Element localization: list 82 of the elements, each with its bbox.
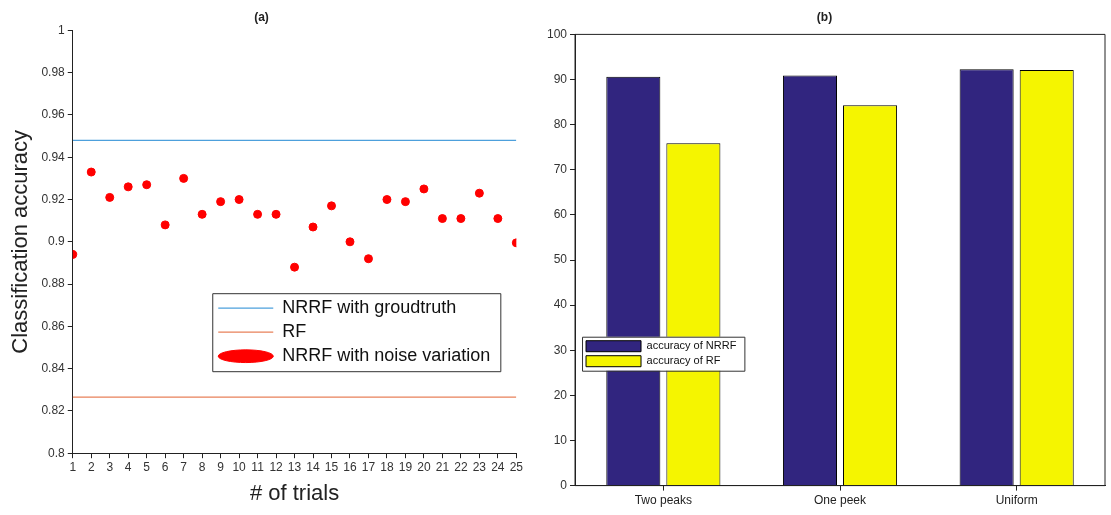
y-tick-label: 1 (58, 22, 66, 37)
x-tick-label: 11 (251, 459, 265, 474)
x-tick-label: 3 (106, 459, 114, 474)
x-tick-label: 25 (509, 459, 524, 474)
point (86, 167, 96, 177)
x-tick-label: 23 (472, 459, 487, 474)
x-tick-label: 10 (232, 459, 247, 474)
x-tick-label: 21 (435, 459, 450, 474)
x-tick-label: 2 (87, 459, 95, 474)
x-tick-label: One peek (813, 493, 868, 508)
point (456, 214, 466, 224)
x-tick-label: 13 (287, 459, 302, 474)
point (234, 195, 244, 205)
y-tick-label: 30 (553, 342, 568, 357)
x-axis-title: # of trials (249, 479, 340, 505)
point (290, 262, 300, 272)
legend-label: RF (282, 321, 307, 342)
x-tick-label: 1 (69, 459, 77, 474)
point (123, 182, 133, 192)
point (437, 214, 447, 224)
x-tick-label: 5 (143, 459, 151, 474)
x-tick-label: 18 (380, 459, 394, 474)
point (308, 222, 318, 232)
x-tick-label: 8 (198, 459, 206, 474)
y-tick-label: 0.98 (41, 64, 66, 79)
y-tick-label: 90 (553, 71, 568, 86)
point (271, 209, 281, 219)
y-tick-label: 40 (553, 297, 568, 312)
x-tick-label: 24 (491, 459, 505, 474)
x-tick-label: 4 (124, 459, 132, 474)
legend-label: accuracy of RF (646, 354, 721, 367)
y-tick-label: 0.82 (41, 403, 66, 418)
y-axis-title: Classification accuracy (7, 129, 33, 354)
point (345, 237, 355, 247)
y-tick-label: 0.9 (48, 234, 66, 249)
y-tick-label: 0.8 (48, 445, 66, 460)
x-tick-label: 12 (269, 459, 284, 474)
point (382, 195, 392, 205)
y-tick-label: 0 (560, 477, 568, 492)
x-tick-label: 22 (454, 459, 468, 474)
x-tick-label: 20 (417, 459, 431, 474)
y-tick-label: 50 (553, 252, 568, 267)
y-tick-label: 0.96 (41, 107, 66, 122)
chart-title: (a) (254, 9, 269, 24)
y-tick-label: 0.84 (41, 360, 66, 375)
legend-label: NRRF with groudtruth (282, 297, 457, 318)
point (253, 209, 263, 219)
point (197, 209, 207, 219)
chart-title: (b) (816, 9, 833, 24)
y-tick-label: 20 (553, 387, 568, 402)
y-tick-label: 0.88 (41, 276, 66, 291)
point (419, 184, 429, 194)
x-tick-label: Two peaks (634, 493, 693, 508)
y-tick-label: 0.94 (41, 149, 66, 164)
point (105, 192, 115, 202)
x-tick-label: Uniform (995, 493, 1038, 508)
y-tick-label: 70 (553, 162, 568, 177)
y-tick-label: 0.92 (41, 191, 66, 206)
point (327, 201, 337, 211)
x-tick-label: 17 (361, 459, 376, 474)
y-tick-label: 100 (546, 26, 568, 41)
y-tick-label: 80 (553, 116, 568, 131)
x-tick-label: 6 (161, 459, 169, 474)
y-tick-label: 60 (553, 207, 568, 222)
x-tick-label: 15 (324, 459, 339, 474)
legend-label: NRRF with noise variation (282, 345, 491, 366)
x-tick-label: 9 (217, 459, 225, 474)
point (179, 173, 189, 183)
point (400, 197, 410, 207)
point (216, 197, 226, 207)
point (363, 254, 373, 264)
x-tick-label: 7 (180, 459, 188, 474)
point (493, 214, 503, 224)
point (474, 188, 484, 198)
y-tick-label: 10 (553, 432, 568, 447)
point (142, 180, 152, 190)
legend-label: accuracy of NRRF (646, 339, 737, 352)
y-tick-label: 0.86 (41, 318, 66, 333)
x-tick-label: 14 (306, 459, 321, 474)
point (160, 220, 170, 230)
x-tick-label: 16 (343, 459, 357, 474)
x-tick-label: 19 (398, 459, 413, 474)
